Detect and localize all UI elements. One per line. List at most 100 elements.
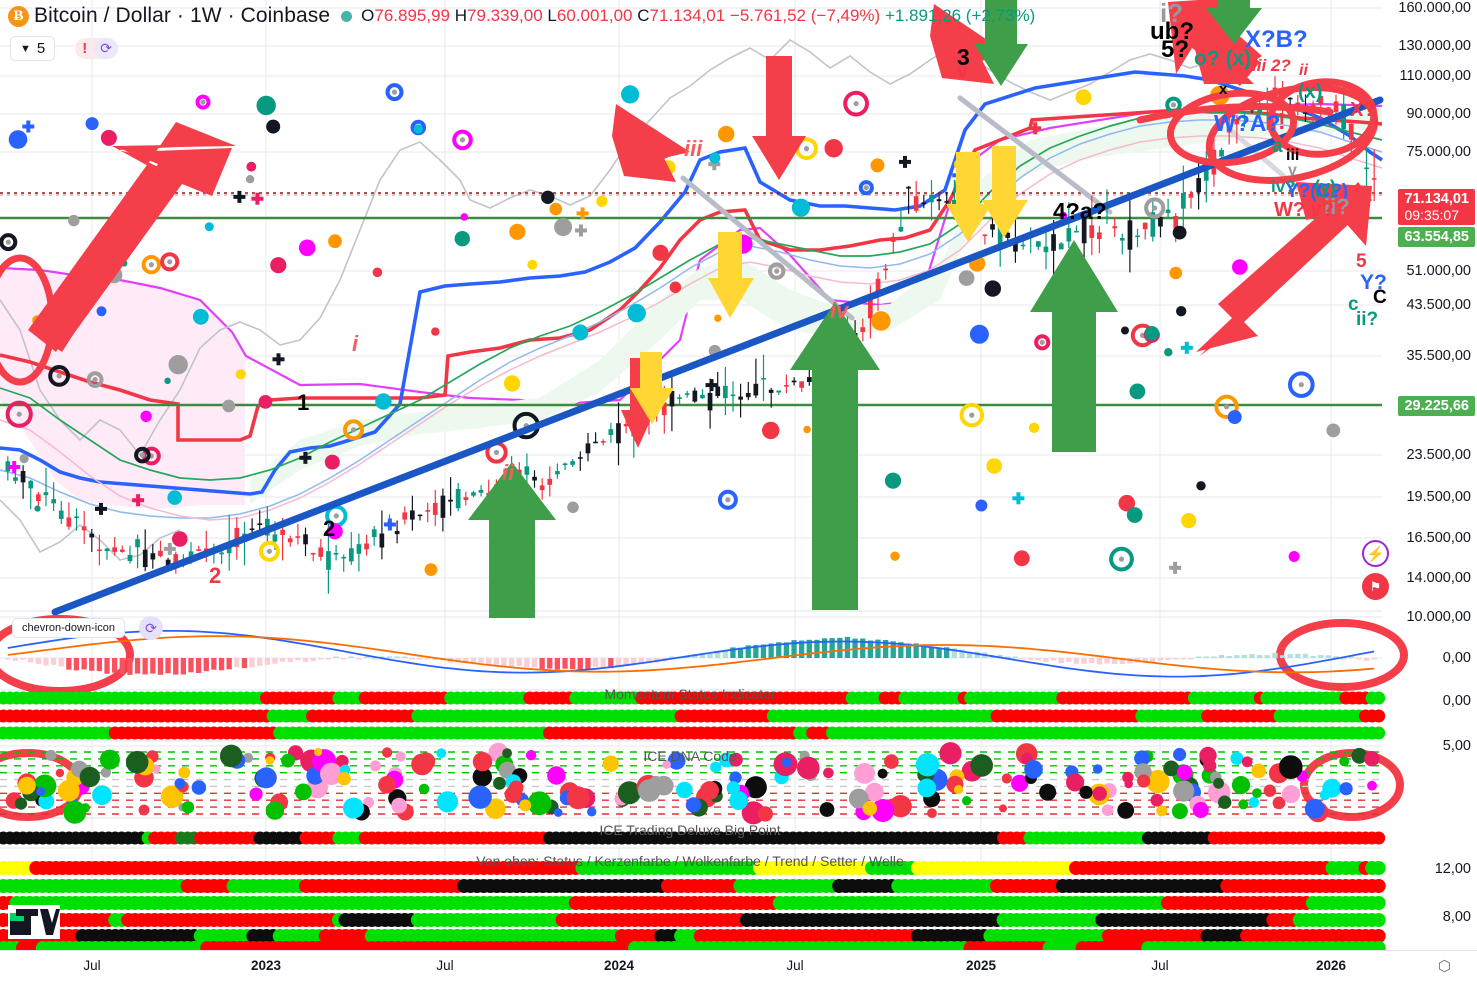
wave-annotation[interactable]: 4?a? (1053, 198, 1107, 224)
time-axis-tick: Jul (83, 958, 101, 973)
wave-annotation[interactable]: ii? (1356, 309, 1379, 330)
ohlc-change-abs2: +1.891,26 (884, 6, 962, 25)
tradingview-logo (8, 905, 60, 944)
ohlc-change-pct: (−7,49%) (810, 6, 881, 25)
indicator-count-label: 5 (36, 40, 46, 57)
price-axis-badge[interactable]: 29.225,66 (1398, 396, 1475, 416)
wave-annotation[interactable]: 5? (1161, 36, 1190, 63)
wave-annotation[interactable]: x (1219, 81, 1228, 98)
ohlc-h-key: H (454, 6, 468, 25)
yellow-arrow-down-2 (630, 352, 674, 424)
time-axis-tick: Jul (1151, 958, 1169, 973)
red-arrow-down-1 (752, 56, 806, 180)
wave-annotation[interactable]: ii (1299, 62, 1308, 79)
ohlc-h-val: 79.339,00 (467, 6, 543, 25)
price-axis-label: 90.000,00 (1406, 106, 1471, 122)
wave-annotation[interactable]: 2 (209, 563, 222, 588)
green-arrow-up-3 (1030, 240, 1118, 452)
wave-annotation[interactable]: 2 (323, 516, 336, 541)
price-axis-badge[interactable]: 63.554,85 (1398, 227, 1475, 247)
price-axis[interactable]: 160.000,00 130.000,00 110.000,00 90.000,00 7… (1382, 0, 1477, 981)
wave-annotation[interactable]: ii (502, 460, 515, 485)
yellow-arrow-down-4 (982, 146, 1028, 238)
price-axis-label: 14.000,00 (1406, 570, 1471, 586)
pane-title-momentum: Momentum Status Indicator (604, 686, 776, 702)
chart-header: Ƀ Bitcoin / Dollar · 1W · Coinbase O76.8… (8, 4, 1035, 28)
price-axis-label: 5,00 (1442, 738, 1471, 754)
pane-title-dna: ICE DNA Code (643, 748, 737, 764)
price-axis-label: 75.000,00 (1406, 144, 1471, 160)
time-axis-tick: Jul (436, 958, 454, 973)
price-axis-label: 23.500,00 (1406, 447, 1471, 463)
red-circle-left (0, 254, 56, 386)
bitcoin-icon: Ƀ (8, 5, 29, 27)
red-circle-dna-left (0, 749, 84, 821)
wave-annotation[interactable]: v (957, 61, 969, 83)
ohlc-change-pct2: (+2,73%) (965, 6, 1036, 25)
price-axis-label: 110.000,00 (1399, 68, 1472, 84)
clock-settings-icon[interactable]: ⬡ (1437, 958, 1451, 975)
time-axis-tick: 2023 (250, 958, 282, 973)
wave-annotation[interactable]: X? (1350, 99, 1376, 121)
pane2-controls: chevron-down-icon ⟳ (12, 616, 163, 640)
time-axis-tick: 2026 (1315, 958, 1347, 973)
price-badge-countdown: 09:35:07 (1404, 207, 1459, 223)
price-axis-label: 130.000,00 (1398, 38, 1471, 54)
price-axis-label: 160.000,00 (1398, 0, 1471, 16)
price-axis-label: 12,00 (1434, 861, 1471, 877)
green-arrow-up-2 (790, 302, 880, 610)
price-axis-badge[interactable]: 71.134,01 09:35:07 (1398, 189, 1475, 225)
price-axis-label: 43.500,00 (1406, 297, 1471, 313)
wave-annotation[interactable]: C (1373, 287, 1387, 308)
time-axis[interactable]: Jul 2023 Jul 2024 Jul 2025 Jul 2026 (0, 950, 1477, 981)
pane-title-legend: Von oben: Status / Kerzenfarbe / Wolkenf… (476, 853, 904, 869)
wave-annotation[interactable]: a (1272, 136, 1283, 157)
red-arrow-1 (34, 122, 236, 352)
sync-icon[interactable]: ⟳ (94, 38, 118, 59)
wave-annotation[interactable]: X?B? (1245, 26, 1308, 53)
price-axis-label: 35.500,00 (1406, 348, 1471, 364)
series-color-dot (341, 10, 353, 22)
ohlc-l-val: 60.001,00 (556, 6, 633, 25)
price-axis-label: 0,00 (1442, 650, 1471, 666)
pane2-collapse-box[interactable]: chevron-down-icon (12, 618, 125, 638)
ohlc-o-key: O (361, 6, 375, 25)
status-badge-group[interactable]: ! ⟳ (75, 38, 118, 59)
pane2-sync-icon[interactable]: ⟳ (138, 616, 163, 640)
time-axis-tick: Jul (786, 958, 804, 973)
ohlc-c-key: C (637, 6, 650, 25)
ohlc-change-abs: −5.761,52 (729, 6, 807, 25)
flag-button[interactable]: ⚑ (1362, 573, 1389, 600)
wave-annotation[interactable]: W?A? (1214, 110, 1281, 136)
lightning-button[interactable]: ⚡ (1362, 540, 1389, 567)
ohlc-c-val: 71.134,01 (649, 6, 726, 25)
indicator-legend-row: ▼ 5 ! ⟳ (10, 36, 118, 61)
wave-annotation[interactable]: iii (684, 136, 703, 161)
symbol-title[interactable]: Bitcoin / Dollar · 1W · Coinbase (34, 4, 331, 27)
price-axis-label: 0,00 (1442, 693, 1471, 709)
price-axis-label: 10.000,00 (1406, 609, 1471, 625)
floating-buttons: ⚡ ⚑ (1362, 540, 1389, 600)
indicator-count-box[interactable]: ▼ 5 (10, 36, 56, 61)
time-axis-tick: 2025 (965, 958, 997, 973)
wave-annotation[interactable]: iii 2? (1252, 56, 1291, 75)
wave-annotation[interactable]: W? v? (1274, 199, 1334, 221)
price-axis-label: 8,00 (1442, 909, 1471, 925)
wave-annotation[interactable]: 5 (1356, 251, 1367, 272)
yellow-arrow-down-1 (708, 232, 754, 318)
wave-annotation[interactable]: ! (1278, 108, 1286, 134)
wave-annotation[interactable]: (x) (1298, 81, 1323, 103)
wave-annotation[interactable]: o? (x) (1194, 47, 1252, 70)
price-axis-label: 19.500,00 (1406, 489, 1471, 505)
pane-title-bigpoint: ICE Trading Deluxe Big Point (599, 822, 781, 838)
chevron-down-icon[interactable]: ▼ (20, 42, 31, 55)
warning-icon[interactable]: ! (82, 40, 88, 57)
wave-annotation[interactable]: iv (830, 298, 849, 323)
chevron-down-icon[interactable]: chevron-down-icon (22, 622, 115, 634)
trendline-blue (51, 96, 1384, 616)
wave-annotation[interactable]: 1 (297, 390, 310, 415)
price-axis-label: 51.000,00 (1406, 263, 1471, 279)
wave-annotation[interactable]: i (352, 331, 359, 356)
time-axis-tick: 2024 (603, 958, 635, 973)
price-axis-label: 16.500,00 (1406, 530, 1471, 546)
